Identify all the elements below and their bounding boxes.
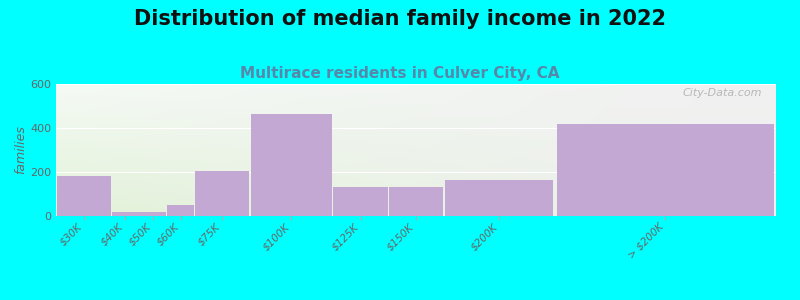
Bar [445,180,554,216]
Bar [250,114,332,216]
Text: Multirace residents in Culver City, CA: Multirace residents in Culver City, CA [240,66,560,81]
Text: Distribution of median family income in 2022: Distribution of median family income in … [134,9,666,29]
Bar [334,187,388,216]
Bar [195,171,250,216]
Y-axis label: families: families [14,126,27,174]
Bar [112,212,139,216]
Bar [57,176,111,216]
Bar [167,206,194,216]
Bar [389,187,443,216]
Bar [139,212,166,216]
Bar [557,124,774,216]
Text: City-Data.com: City-Data.com [682,88,762,98]
